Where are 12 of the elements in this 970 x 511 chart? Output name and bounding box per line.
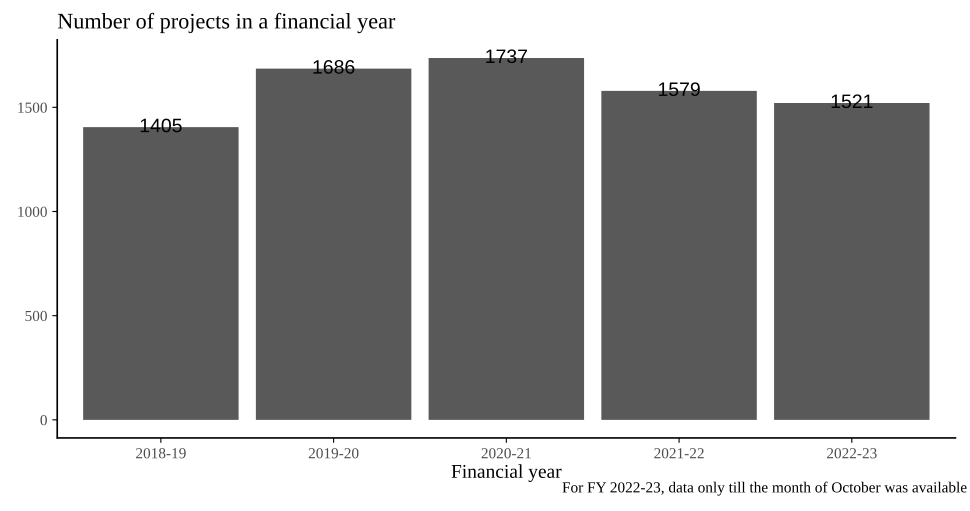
x-axis-title: Financial year xyxy=(452,464,562,482)
x-tick-label: 2021-22 xyxy=(654,448,704,458)
y-tick-label: 1000 xyxy=(18,206,47,217)
y-tick-label: 0 xyxy=(40,414,47,426)
x-tick-label: 2019-20 xyxy=(308,448,358,458)
x-tick-label: 2018-19 xyxy=(136,448,186,458)
y-tick-label: 500 xyxy=(25,310,47,322)
x-tick-label: 2020-21 xyxy=(482,448,531,458)
chart-title: Number of projects in a financial year xyxy=(58,12,396,34)
y-tick-label: 1500 xyxy=(18,102,47,113)
x-tick-label: 2022-23 xyxy=(827,448,877,458)
text: For FY 2022-23, data only till the month of October was available xyxy=(562,482,967,496)
